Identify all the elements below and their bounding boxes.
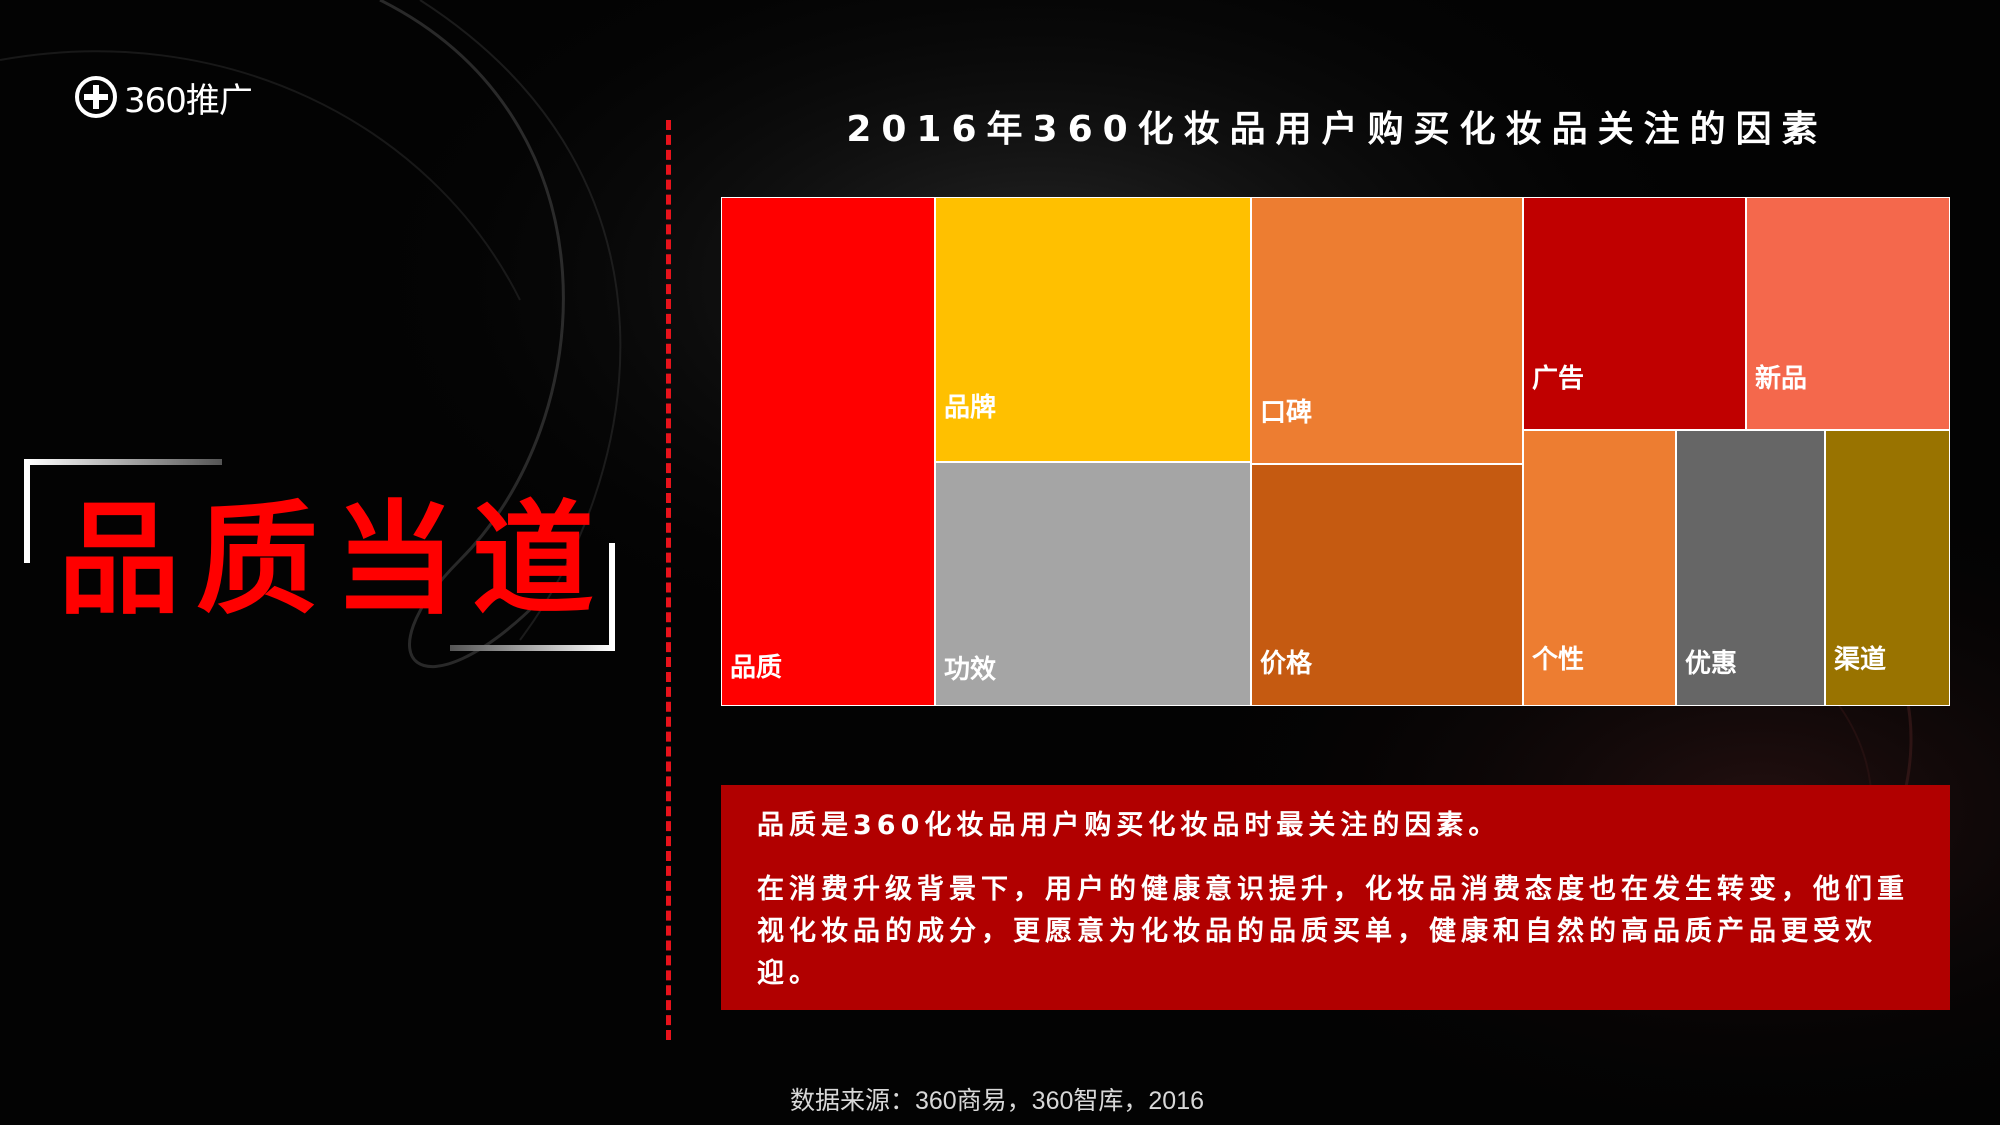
treemap-cell: 渠道 <box>1825 430 1950 706</box>
treemap-cell: 广告 <box>1523 197 1746 430</box>
logo-text: 360推广 <box>124 80 253 121</box>
chart-title: 2016年360化妆品用户购买化妆品关注的因素 <box>846 109 1828 150</box>
treemap-cell: 优惠 <box>1676 430 1825 706</box>
treemap-cell-label: 新品 <box>1755 364 1808 394</box>
data-source-note: 数据来源：360商易，360智库，2016 <box>789 1087 1205 1115</box>
treemap-cell-label: 优惠 <box>1685 649 1738 679</box>
brand-logo: 360推广 <box>74 73 253 121</box>
summary-line-2: 在消费升级背景下，用户的健康意识提升，化妆品消费态度也在发生转变，他们重视化妆品… <box>757 874 1909 989</box>
treemap-cell: 个性 <box>1523 430 1676 706</box>
treemap-cell-label: 功效 <box>944 655 997 685</box>
treemap-cell-label: 品质 <box>730 653 783 683</box>
treemap-cell-label: 个性 <box>1532 645 1585 675</box>
dashed-divider <box>666 120 671 1040</box>
summary-box: 品质是360化妆品用户购买化妆品时最关注的因素。 在消费升级背景下，用户的健康意… <box>721 785 1950 1010</box>
treemap-cell: 品牌 <box>935 197 1251 462</box>
treemap-cell-label: 广告 <box>1532 364 1585 394</box>
plus-circle-icon <box>75 76 117 118</box>
headline: 品质当道 <box>58 489 610 631</box>
treemap-cell-label: 渠道 <box>1834 645 1887 675</box>
treemap-cell: 品质 <box>721 197 935 706</box>
treemap-cell-label: 口碑 <box>1260 398 1313 428</box>
treemap-cell-label: 价格 <box>1260 649 1313 679</box>
treemap-chart: 品质 品牌功效 口碑价格 广告 新品个性 优惠 渠道 <box>721 197 1950 706</box>
treemap-cell: 价格 <box>1251 464 1523 706</box>
treemap-cell: 口碑 <box>1251 197 1523 464</box>
treemap-cell: 功效 <box>935 462 1251 706</box>
treemap-cell-label: 品牌 <box>944 393 997 423</box>
summary-line-1: 品质是360化妆品用户购买化妆品时最关注的因素。 <box>757 810 1501 841</box>
treemap-cell: 新品 <box>1746 197 1950 430</box>
